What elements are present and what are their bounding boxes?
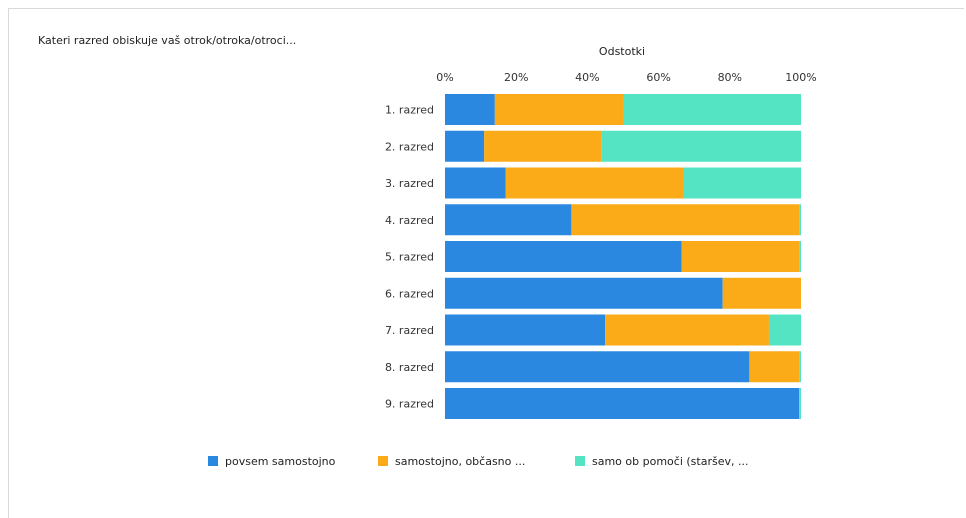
bar-segment xyxy=(445,388,800,419)
bar-segment xyxy=(605,314,769,346)
bar-segment xyxy=(768,314,801,346)
bar-segment xyxy=(623,94,801,125)
category-label: 8. razred xyxy=(385,361,434,374)
bar-segment xyxy=(445,351,750,383)
x-tick-label: 40% xyxy=(575,71,599,84)
bar-segment xyxy=(799,241,801,272)
question-title: Kateri razred obiskuje vaš otrok/otroka/… xyxy=(38,34,297,47)
category-label: 7. razred xyxy=(385,324,434,337)
x-tick-label: 100% xyxy=(785,71,816,84)
bar-segment xyxy=(505,167,684,199)
bar-segment xyxy=(601,130,801,162)
category-label: 5. razred xyxy=(385,251,434,264)
bar-segment xyxy=(445,130,485,162)
category-label: 2. razred xyxy=(385,140,434,153)
bar-segment xyxy=(683,167,801,199)
bar-segment xyxy=(799,204,801,236)
legend-label: povsem samostojno xyxy=(225,455,336,468)
legend-label: samostojno, občasno ... xyxy=(395,455,525,468)
legend-swatch xyxy=(208,456,218,466)
category-label: 9. razred xyxy=(385,398,434,411)
bar-segment xyxy=(445,241,682,272)
legend-label: samo ob pomoči (staršev, ... xyxy=(592,455,748,468)
bar-segment xyxy=(571,204,800,236)
bar-segment xyxy=(494,94,623,125)
category-label: 3. razred xyxy=(385,177,434,190)
x-tick-label: 80% xyxy=(718,71,742,84)
category-label: 4. razred xyxy=(385,214,434,227)
bar-segment xyxy=(445,167,506,199)
legend-swatch xyxy=(378,456,388,466)
x-tick-label: 20% xyxy=(504,71,528,84)
bar-segment xyxy=(445,204,572,236)
bar-segment xyxy=(799,351,801,383)
legend-swatch xyxy=(575,456,585,466)
bar-segment xyxy=(749,351,800,383)
bar-segment xyxy=(681,241,800,272)
chart-frame xyxy=(8,8,964,518)
x-tick-label: 60% xyxy=(646,71,670,84)
bar-segment xyxy=(722,277,801,309)
x-tick-label: 0% xyxy=(436,71,453,84)
bar-segment xyxy=(445,94,495,125)
category-label: 1. razred xyxy=(385,104,434,117)
bar-segment xyxy=(445,314,606,346)
bar-segment xyxy=(484,130,602,162)
bar-segment xyxy=(445,277,723,309)
x-axis-title: Odstotki xyxy=(599,45,645,58)
bar-segment xyxy=(799,388,801,419)
category-label: 6. razred xyxy=(385,287,434,300)
